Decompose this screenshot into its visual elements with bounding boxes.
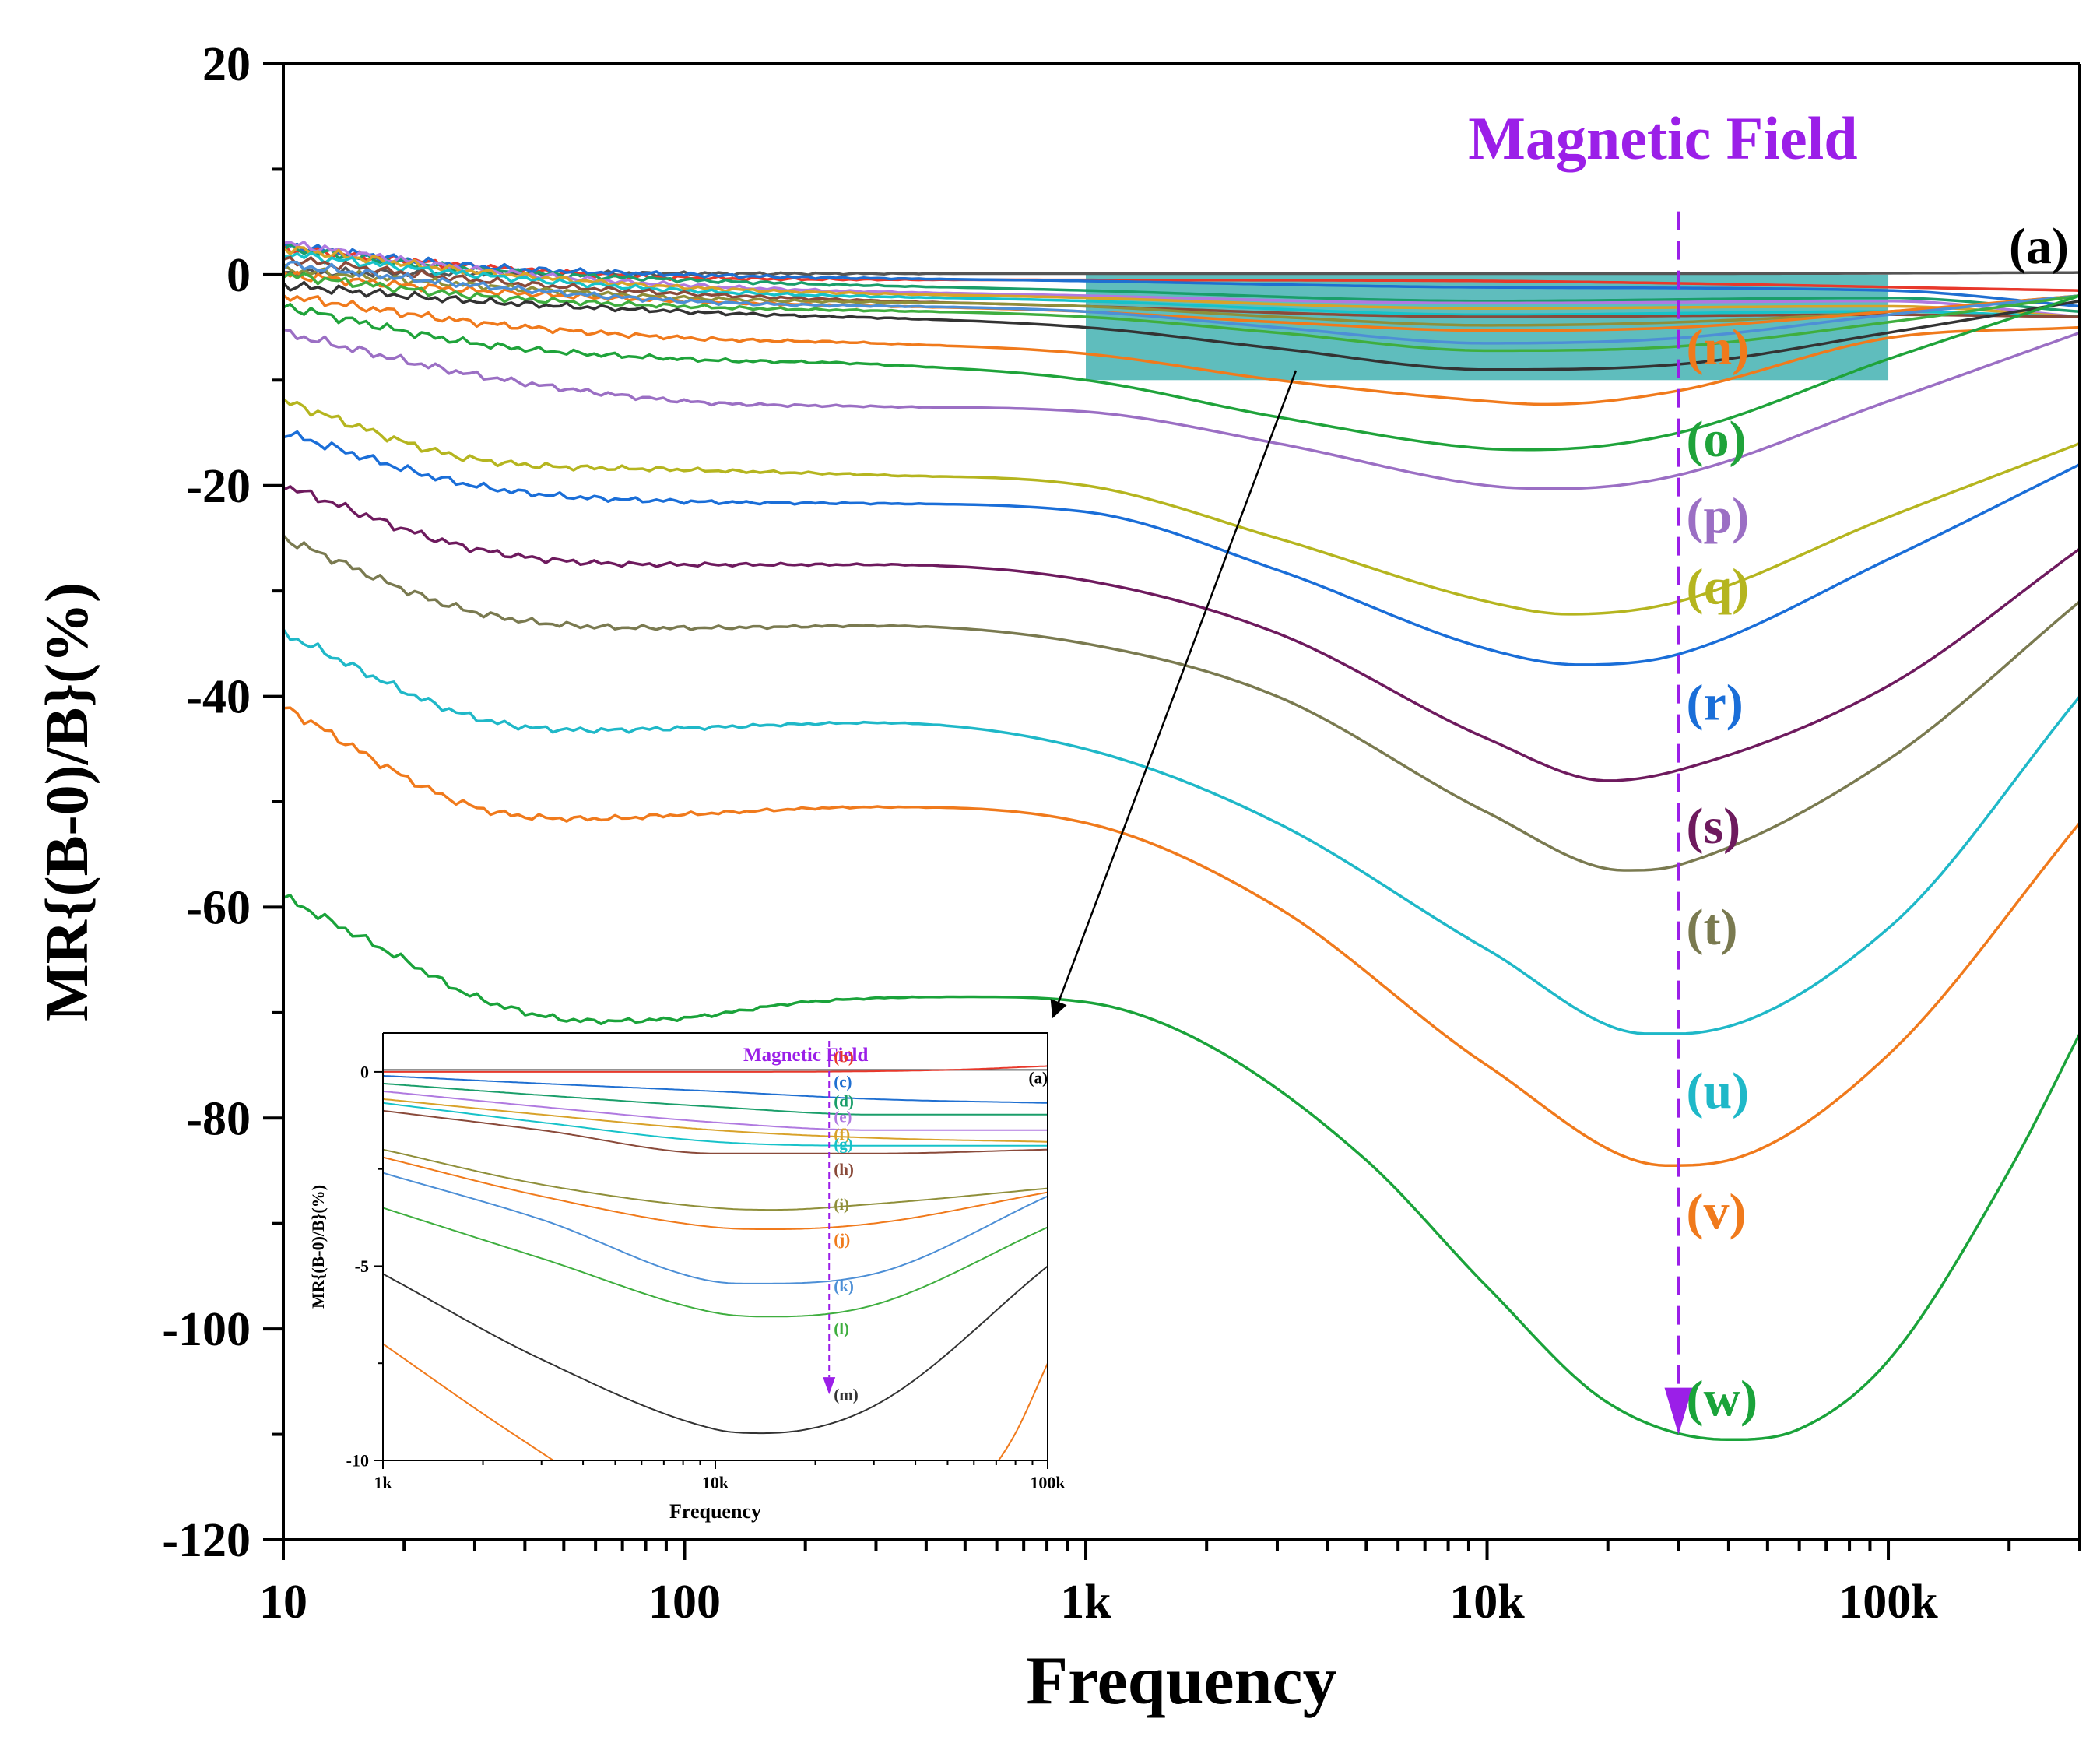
curve-label-r: (r): [1686, 674, 1743, 731]
curve-label-t: (t): [1686, 899, 1737, 956]
y-tick-label: 0: [227, 249, 251, 302]
inset-series-i: [383, 1148, 1048, 1211]
curve-label-n: (n): [1686, 319, 1749, 376]
series-s: [283, 485, 2080, 782]
inset-curve-label-l: (l): [834, 1320, 849, 1338]
series-h: [283, 255, 2080, 318]
inset-curve-label-f: (f): [834, 1125, 850, 1144]
inset-series-g: [383, 1102, 1048, 1147]
inset-series-d: [383, 1082, 1048, 1116]
y-tick-label: -20: [186, 460, 251, 513]
zoom-pointer-arrow: [1050, 370, 1298, 1019]
series-l: [283, 272, 2080, 353]
series-r: [283, 430, 2080, 666]
magnetic-field-label: Magnetic Field: [1468, 104, 1857, 172]
main-chart: 10 100 1k 10k 100k200-20-40-60-80-100-120Fre…: [33, 38, 2081, 1719]
inset-x-tick-label: 100k: [1030, 1473, 1066, 1492]
series-b: [283, 242, 2080, 292]
inset-x-axis-title: Frequency: [669, 1500, 761, 1523]
x-tick-label: 100k: [1838, 1576, 1938, 1629]
y-tick-label: 20: [202, 38, 251, 91]
inset-curve-label-m: (m): [834, 1386, 858, 1404]
curve-label-o: (o): [1686, 411, 1746, 468]
inset-curve-label-a: (a): [1029, 1069, 1048, 1088]
inset-series-n: [383, 1343, 555, 1460]
inset-curve-label-k: (k): [834, 1277, 854, 1295]
inset-magnetic-field-label: Magnetic Field: [743, 1045, 868, 1066]
inset-curve-label-e: (e): [834, 1108, 852, 1126]
series-d: [283, 242, 2080, 314]
series-m: [283, 280, 2080, 371]
curve-label-q: (q): [1686, 558, 1749, 615]
inset-series-group: [383, 1065, 1048, 1460]
series-f: [283, 245, 2080, 318]
series-u: [283, 628, 2080, 1035]
x-tick-label: 10k: [1449, 1576, 1525, 1629]
series-k: [283, 260, 2080, 345]
inset-curve-label-i: (i): [834, 1195, 849, 1214]
curve-label-p: (p): [1686, 488, 1749, 545]
series-e: [283, 241, 2080, 318]
series-g: [283, 251, 2080, 318]
arrow-head: [1664, 1387, 1693, 1435]
series-q: [283, 397, 2080, 616]
inset-x-tick-label: 10k: [702, 1473, 729, 1492]
inset-y-tick-label: -5: [355, 1256, 369, 1276]
inset-series-f: [383, 1098, 1048, 1143]
inset-plot-background: [383, 1033, 1048, 1460]
y-tick-label: -100: [162, 1303, 251, 1356]
inset-series-l: [383, 1207, 1048, 1318]
curve-label-v: (v): [1686, 1184, 1746, 1241]
series-c: [283, 242, 2080, 308]
inset-series-k: [383, 1172, 1048, 1284]
series-t: [283, 534, 2080, 872]
inset-curve-label-d: (d): [834, 1092, 854, 1111]
inset-y-tick-label: -10: [346, 1450, 369, 1470]
inset-series-b: [383, 1065, 1048, 1073]
series-group: [283, 241, 2080, 1442]
inset-series-h: [383, 1109, 1048, 1154]
curve-label-u: (u): [1686, 1063, 1749, 1119]
y-axis-title: MR{(B-0)/B}(%): [33, 582, 100, 1021]
series-p: [283, 329, 2080, 490]
y-tick-label: -80: [186, 1092, 251, 1145]
inset-x-tick-label: 1k: [374, 1473, 392, 1492]
y-tick-label: -60: [186, 882, 251, 935]
series-i: [283, 262, 2080, 327]
x-tick-label: 1k: [1060, 1576, 1111, 1629]
series-v: [283, 706, 2080, 1167]
y-tick-label: -120: [162, 1514, 251, 1567]
x-tick-label: 10: [259, 1576, 307, 1629]
inset-curve-label-g: (g): [834, 1135, 853, 1154]
curve-label-a: (a): [2009, 218, 2069, 275]
y-tick-label: -40: [186, 671, 251, 724]
curve-label-s: (s): [1686, 798, 1740, 855]
series-n: [283, 293, 2080, 406]
series-o: [283, 294, 2080, 452]
inset-curve-label-c: (c): [834, 1073, 852, 1091]
x-axis-title: Frequency: [1026, 1643, 1336, 1719]
inset-chart: 1k 10k 100k 0 -5 -10 Frequency MR{(B-0)/B}(%) Ma…: [308, 1032, 1066, 1523]
inset-series-e: [383, 1090, 1048, 1131]
inset-curve-label-h: (h): [834, 1160, 854, 1179]
curve-label-w: (w): [1686, 1370, 1758, 1427]
inset-curve-label-j: (j): [834, 1230, 850, 1249]
series-w: [283, 894, 2080, 1442]
inset-series-n2: [997, 1362, 1048, 1460]
inset-y-axis-title: MR{(B-0)/B}(%): [308, 1185, 328, 1309]
inset-series-m: [383, 1265, 1048, 1435]
inset-series-j: [383, 1156, 1048, 1230]
inset-y-tick-label: 0: [360, 1062, 369, 1081]
inset-curve-label-b: (b): [834, 1047, 854, 1066]
x-tick-label: 100: [648, 1576, 721, 1629]
inset-arrow-head: [823, 1377, 836, 1395]
inset-series-c: [383, 1074, 1048, 1104]
